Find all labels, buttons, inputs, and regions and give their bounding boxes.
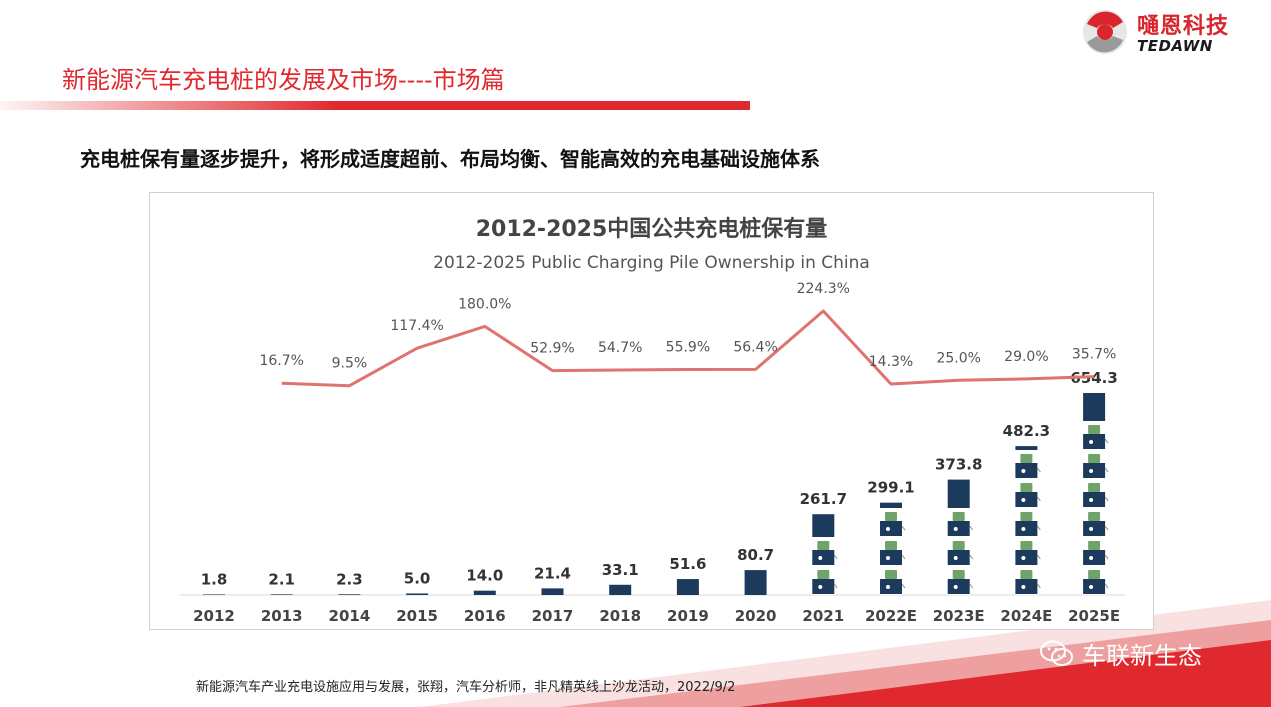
bar-value-label: 373.8 bbox=[935, 456, 982, 474]
logo-text-en: TEDAWN bbox=[1137, 37, 1213, 55]
title-underline bbox=[0, 101, 750, 110]
growth-rate-label: 35.7% bbox=[1072, 347, 1116, 363]
bar-value-label: 14.0 bbox=[466, 567, 503, 585]
x-tick-label: 2012 bbox=[193, 607, 235, 625]
growth-rate-label: 14.3% bbox=[869, 354, 913, 370]
x-tick-label: 2021 bbox=[802, 607, 844, 625]
growth-rate-label: 25.0% bbox=[936, 350, 980, 366]
bar-value-label: 299.1 bbox=[867, 479, 914, 497]
growth-rate-label: 224.3% bbox=[797, 281, 850, 297]
growth-rate-label: 52.9% bbox=[530, 341, 574, 357]
x-tick-label: 2015 bbox=[396, 607, 438, 625]
x-tick-label: 2017 bbox=[532, 607, 574, 625]
logo-text-cn: 嗵恩科技 bbox=[1137, 14, 1230, 39]
growth-rate-label: 29.0% bbox=[1004, 349, 1048, 365]
bar bbox=[947, 479, 974, 595]
wechat-icon bbox=[1040, 640, 1073, 666]
bar bbox=[203, 594, 225, 595]
x-tick-label: 2022E bbox=[865, 607, 917, 625]
bar bbox=[744, 570, 767, 595]
growth-rate-label: 180.0% bbox=[458, 296, 511, 312]
bar bbox=[270, 594, 293, 595]
x-tick-label: 2023E bbox=[933, 607, 985, 625]
bar-value-label: 33.1 bbox=[602, 561, 639, 579]
x-tick-label: 2024E bbox=[1000, 607, 1052, 625]
growth-rate-label: 55.9% bbox=[666, 340, 710, 356]
chart-frame: 2012-2025中国公共充电桩保有量 2012-2025 Public Cha… bbox=[149, 192, 1154, 630]
company-logo: 嗵恩科技 TEDAWN bbox=[1079, 6, 1249, 58]
logo-mark-icon bbox=[1083, 10, 1127, 54]
bar bbox=[406, 593, 429, 595]
bar bbox=[1083, 393, 1109, 595]
bar bbox=[541, 588, 564, 595]
slide-title: 新能源汽车充电桩的发展及市场----市场篇 bbox=[62, 66, 505, 94]
bar-value-label: 80.7 bbox=[737, 546, 774, 564]
bar-value-label: 1.8 bbox=[201, 570, 228, 588]
bar-value-label: 51.6 bbox=[669, 555, 706, 573]
growth-rate-label: 54.7% bbox=[598, 340, 642, 356]
bar bbox=[880, 502, 906, 595]
x-tick-label: 2016 bbox=[464, 607, 506, 625]
x-tick-label: 2025E bbox=[1068, 607, 1120, 625]
bar bbox=[1015, 446, 1041, 595]
x-tick-label: 2020 bbox=[735, 607, 777, 625]
bar bbox=[473, 590, 496, 595]
bar-value-label: 482.3 bbox=[1003, 422, 1050, 440]
bar bbox=[338, 594, 361, 595]
slide-subtitle: 充电桩保有量逐步提升，将形成适度超前、布局均衡、智能高效的充电基础设施体系 bbox=[80, 147, 820, 171]
bar-value-label: 21.4 bbox=[534, 564, 571, 582]
chart-subtitle: 2012-2025 Public Charging Pile Ownership… bbox=[433, 253, 870, 273]
bar-value-label: 5.0 bbox=[404, 569, 431, 587]
bar bbox=[609, 584, 632, 595]
x-tick-label: 2014 bbox=[329, 607, 371, 625]
bar bbox=[676, 579, 699, 595]
wechat-account-name: 车联新生态 bbox=[1082, 642, 1202, 670]
growth-rate-label: 16.7% bbox=[259, 353, 303, 369]
growth-rate-label: 56.4% bbox=[733, 339, 777, 355]
chart-svg: 2012 1.8 2013 2.1 2014 2.3 2015 5.0 2016 14.0 2017… bbox=[180, 281, 1125, 625]
x-tick-label: 2018 bbox=[599, 607, 641, 625]
growth-rate-label: 9.5% bbox=[332, 356, 368, 372]
bar bbox=[812, 514, 838, 595]
bar-value-label: 2.1 bbox=[268, 570, 295, 588]
x-tick-label: 2013 bbox=[261, 607, 303, 625]
chart-title: 2012-2025中国公共充电桩保有量 bbox=[475, 217, 828, 242]
growth-rate-line bbox=[281, 309, 1095, 388]
bar-value-label: 261.7 bbox=[800, 490, 847, 508]
growth-rate-label: 117.4% bbox=[390, 318, 443, 334]
bar-value-label: 2.3 bbox=[336, 570, 363, 588]
source-note: 新能源汽车产业充电设施应用与发展，张翔，汽车分析师，非凡精英线上沙龙活动，202… bbox=[196, 680, 736, 695]
wechat-watermark: 车联新生态 bbox=[1040, 636, 1202, 671]
x-tick-label: 2019 bbox=[667, 607, 709, 625]
